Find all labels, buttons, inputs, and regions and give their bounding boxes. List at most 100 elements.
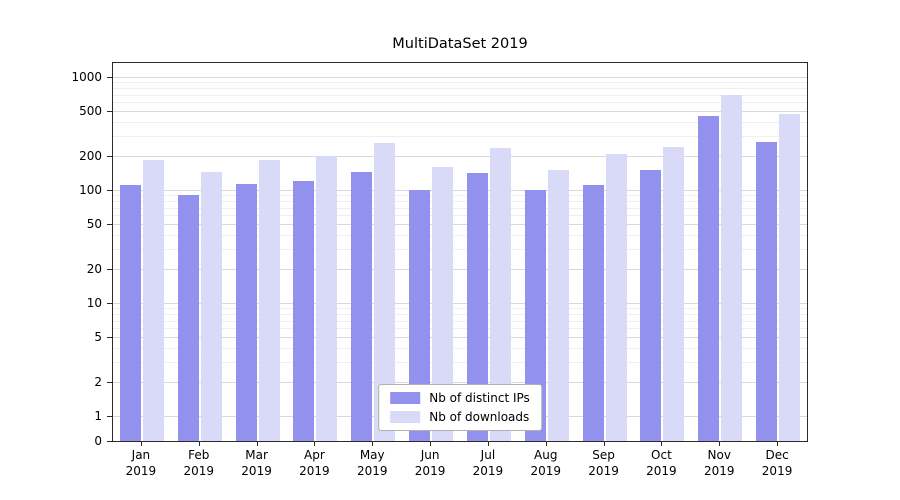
bar-distinct-ips: [582, 185, 604, 441]
bar-distinct-ips: [466, 173, 488, 441]
gridline: [113, 362, 807, 364]
x-tick-mark: [603, 442, 605, 446]
bar-downloads: [316, 156, 338, 441]
gridline: [113, 320, 807, 322]
gridline: [113, 87, 807, 89]
bar-downloads: [142, 159, 164, 441]
gridline: [113, 381, 807, 383]
x-tick-label: Jul 2019: [472, 448, 504, 478]
bar-distinct-ips: [119, 185, 141, 441]
gridline: [113, 121, 807, 123]
bar-distinct-ips: [698, 116, 720, 441]
gridline: [113, 94, 807, 96]
legend-label-downloads: Nb of downloads: [429, 410, 530, 424]
y-tick-label: 5: [94, 330, 102, 345]
x-tick-mark: [314, 442, 316, 446]
x-tick-label: Jan 2019: [125, 448, 157, 478]
gridline: [113, 200, 807, 202]
gridline: [113, 337, 807, 339]
bar-distinct-ips: [756, 142, 778, 441]
gridline: [113, 268, 807, 270]
x-tick-label: Nov 2019: [703, 448, 735, 478]
y-tick-label: 100: [79, 183, 102, 197]
y-tick-label: 10: [86, 296, 102, 310]
x-tick-label: Jun 2019: [414, 448, 446, 478]
gridline: [113, 303, 807, 304]
gridline: [113, 234, 807, 236]
bar-distinct-ips: [640, 170, 662, 441]
gridline: [113, 77, 807, 78]
x-tick-mark: [545, 442, 547, 446]
x-tick-mark: [661, 442, 663, 446]
y-tick-label: 0: [94, 434, 102, 448]
x-tick-label: Dec 2019: [761, 448, 793, 478]
legend: Nb of distinct IPs Nb of downloads: [378, 384, 542, 431]
bar-distinct-ips: [177, 195, 199, 441]
y-tick-label: 2: [94, 374, 102, 389]
bar-downloads: [721, 94, 743, 441]
x-tick-mark: [777, 442, 779, 446]
x-tick-mark: [487, 442, 489, 446]
y-tick-mark: [107, 155, 112, 157]
y-tick-mark: [107, 337, 112, 339]
x-tick-label: Mar 2019: [241, 448, 272, 478]
gridline: [113, 313, 807, 315]
x-tick-label: Apr 2019: [299, 448, 330, 478]
x-tick-mark: [256, 442, 258, 446]
x-tick-mark: [719, 442, 721, 446]
bar-downloads: [258, 159, 280, 441]
bar-downloads: [547, 170, 569, 441]
plot-area: Nb of distinct IPs Nb of downloads: [112, 62, 808, 442]
y-tick-mark: [107, 416, 112, 417]
bar-distinct-ips: [293, 181, 315, 441]
x-tick-label: Feb 2019: [183, 448, 215, 478]
legend-swatch-distinct-ips: [390, 392, 421, 404]
y-tick-mark: [107, 224, 112, 226]
gridline: [113, 190, 807, 191]
y-tick-mark: [107, 303, 112, 304]
bar-downloads: [489, 148, 511, 441]
bar-downloads: [605, 153, 627, 441]
x-tick-label: Oct 2019: [646, 448, 677, 478]
y-tick-mark: [107, 77, 112, 78]
x-tick-mark: [372, 442, 374, 446]
legend-item-downloads: Nb of downloads: [390, 410, 530, 424]
x-tick-label: May 2019: [356, 448, 388, 478]
bar-downloads: [432, 166, 454, 441]
gridline: [113, 347, 807, 349]
bar-downloads: [200, 171, 222, 441]
gridline: [113, 155, 807, 157]
gridline: [113, 195, 807, 197]
x-tick-mark: [198, 442, 200, 446]
bar-downloads: [374, 143, 396, 441]
bar-distinct-ips: [235, 184, 257, 441]
x-tick-mark: [140, 442, 142, 446]
gridline: [113, 102, 807, 104]
bar-distinct-ips: [524, 190, 546, 441]
y-tick-label: 200: [79, 148, 102, 163]
gridline: [113, 249, 807, 251]
y-tick-label: 50: [86, 217, 102, 232]
x-tick-label: Aug 2019: [530, 448, 562, 478]
y-tick-mark: [107, 111, 112, 113]
gridline: [113, 328, 807, 330]
x-tick-mark: [430, 442, 432, 446]
legend-item-distinct-ips: Nb of distinct IPs: [390, 391, 530, 405]
y-tick-label: 500: [79, 104, 102, 119]
y-tick-label: 1000: [71, 70, 102, 84]
legend-swatch-downloads: [390, 411, 421, 423]
gridline: [113, 308, 807, 310]
y-tick-mark: [107, 190, 112, 191]
bar-downloads: [779, 114, 801, 441]
y-tick-mark: [107, 381, 112, 383]
y-tick-mark: [107, 268, 112, 270]
bar-distinct-ips: [351, 171, 373, 441]
y-tick-label: 1: [94, 409, 102, 423]
bar-downloads: [663, 147, 685, 441]
gridline: [113, 136, 807, 138]
legend-label-distinct-ips: Nb of distinct IPs: [429, 391, 530, 405]
gridline: [113, 215, 807, 217]
y-tick-label: 20: [86, 261, 102, 276]
y-tick-mark: [107, 441, 112, 442]
